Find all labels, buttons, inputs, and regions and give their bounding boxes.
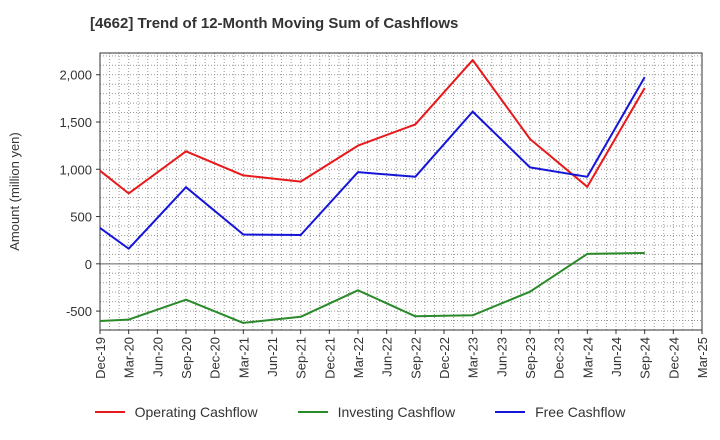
x-tick-label: Dec-19: [93, 337, 108, 379]
legend-swatch: [297, 411, 328, 413]
x-tick-label: Mar-20: [122, 337, 137, 378]
x-tick-label: Mar-22: [351, 337, 366, 378]
series-line-free-cashflow: [99, 76, 646, 250]
x-tick-label: Jun-20: [150, 337, 165, 377]
legend-label: Operating Cashflow: [134, 404, 258, 420]
x-tick-label: Dec-22: [437, 337, 452, 379]
chart-title: [4662] Trend of 12-Month Moving Sum of C…: [90, 15, 459, 32]
x-tick-label: Sep-24: [638, 337, 653, 379]
y-tick-label: 1,000: [59, 162, 92, 177]
series-line-operating-cashflow: [99, 59, 646, 195]
y-tick-label: 1,500: [59, 115, 92, 130]
x-tick-label: Sep-23: [523, 337, 538, 379]
series-line-investing-cashflow: [99, 252, 645, 324]
legend-swatch: [495, 411, 526, 413]
legend-label: Free Cashflow: [535, 404, 626, 420]
legend-item-investing-cashflow: Investing Cashflow: [297, 404, 456, 420]
x-tick-label: Dec-21: [322, 337, 337, 379]
x-tick-label: Sep-21: [294, 337, 309, 379]
y-axis-title: Amount (million yen): [7, 132, 22, 251]
x-tick-label: Sep-22: [408, 337, 423, 379]
x-tick-label: Jun-24: [609, 337, 624, 377]
chart-legend: Operating Cashflow Investing Cashflow Free…: [0, 404, 720, 420]
x-tick-label: Mar-25: [695, 337, 710, 378]
x-tick-label: Mar-24: [580, 337, 595, 378]
x-tick-label: Sep-20: [179, 337, 194, 379]
legend-label: Investing Cashflow: [337, 404, 456, 420]
plot-frame: [99, 52, 703, 331]
x-tick-label: Dec-23: [552, 337, 567, 379]
x-tick-label: Jun-22: [380, 337, 395, 377]
legend-swatch: [94, 411, 125, 413]
legend-item-free-cashflow: Free Cashflow: [495, 404, 625, 420]
y-tick-label: 500: [70, 210, 92, 225]
x-tick-label: Jun-23: [494, 337, 509, 377]
x-tick-label: Mar-21: [236, 337, 251, 378]
x-tick-label: Jun-21: [265, 337, 280, 377]
y-tick-label: 0: [85, 257, 92, 272]
x-tick-label: Mar-23: [466, 337, 481, 378]
y-tick-label: -500: [66, 304, 92, 319]
x-tick-label: Dec-24: [666, 337, 681, 379]
y-tick-label: 2,000: [59, 68, 92, 83]
x-tick-label: Dec-20: [208, 337, 223, 379]
plot-area: [100, 53, 702, 330]
legend-item-operating-cashflow: Operating Cashflow: [94, 404, 258, 420]
